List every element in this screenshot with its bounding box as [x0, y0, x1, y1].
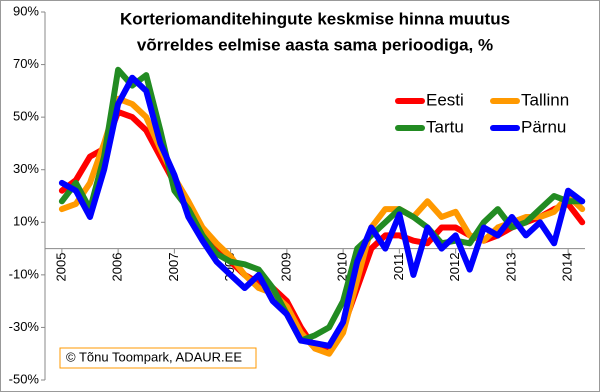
chart-title: võrreldes eelmise aasta sama perioodiga,… — [137, 35, 493, 54]
x-tick-label: 2011 — [391, 253, 406, 281]
legend-label: Tallinn — [521, 90, 569, 109]
series-line — [58, 66, 586, 344]
x-tick-label: 2010 — [335, 253, 350, 282]
series-line — [58, 74, 586, 349]
x-tick-label: 2014 — [560, 253, 575, 282]
x-tick-label: 2005 — [53, 253, 68, 282]
y-tick-label: -30% — [9, 319, 40, 334]
credit: © Tõnu Toompark, ADAUR.EE — [66, 349, 242, 364]
y-tick-label: -10% — [9, 266, 40, 281]
y-tick-label: 50% — [13, 109, 39, 124]
x-tick-label: 2007 — [166, 253, 181, 282]
legend-label: Eesti — [426, 90, 464, 109]
x-tick-label: 2006 — [110, 253, 125, 282]
x-tick-label: 2013 — [503, 253, 518, 282]
series-line — [58, 95, 586, 357]
chart-title: Korteriomanditehingute keskmise hinna mu… — [120, 9, 510, 28]
credit-box — [59, 347, 257, 369]
x-tick-label: 2009 — [278, 253, 293, 282]
y-tick-label: 10% — [13, 214, 39, 229]
y-tick-label: 90% — [13, 3, 39, 18]
y-tick-label: 30% — [13, 161, 39, 176]
y-tick-label: -50% — [9, 371, 40, 386]
x-tick-label: 2012 — [447, 253, 462, 282]
legend-label: Pärnu — [521, 117, 566, 136]
y-tick-label: 70% — [13, 56, 39, 71]
legend-label: Tartu — [426, 117, 464, 136]
